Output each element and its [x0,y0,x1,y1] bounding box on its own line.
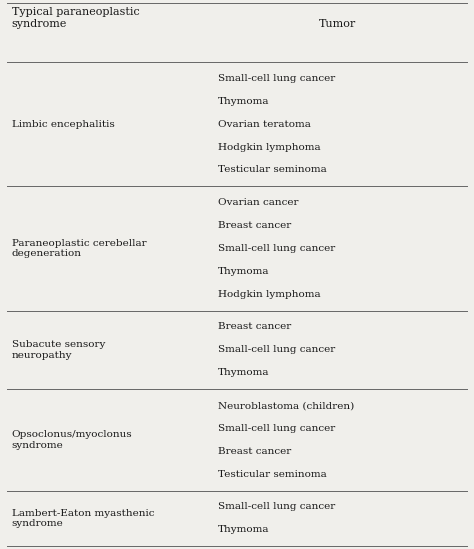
Text: Breast cancer: Breast cancer [218,322,292,332]
Text: Small-cell lung cancer: Small-cell lung cancer [218,424,335,433]
Text: Breast cancer: Breast cancer [218,447,292,456]
Text: Thymoma: Thymoma [218,368,270,377]
Text: Testicular seminoma: Testicular seminoma [218,469,327,479]
Text: Tumor: Tumor [319,19,356,29]
Text: Small-cell lung cancer: Small-cell lung cancer [218,244,335,253]
Text: Ovarian teratoma: Ovarian teratoma [218,120,311,128]
Text: Opsoclonus/myoclonus
syndrome: Opsoclonus/myoclonus syndrome [12,430,132,450]
Text: Small-cell lung cancer: Small-cell lung cancer [218,74,335,83]
Text: Hodgkin lymphoma: Hodgkin lymphoma [218,290,321,299]
Text: Thymoma: Thymoma [218,267,270,276]
Text: Typical paraneoplastic
syndrome: Typical paraneoplastic syndrome [12,7,140,29]
Text: Small-cell lung cancer: Small-cell lung cancer [218,502,335,512]
Text: Small-cell lung cancer: Small-cell lung cancer [218,345,335,354]
Text: Limbic encephalitis: Limbic encephalitis [12,120,115,128]
Text: Testicular seminoma: Testicular seminoma [218,165,327,175]
Text: Thymoma: Thymoma [218,97,270,106]
Text: Ovarian cancer: Ovarian cancer [218,198,299,207]
Text: Breast cancer: Breast cancer [218,221,292,230]
Text: Paraneoplastic cerebellar
degeneration: Paraneoplastic cerebellar degeneration [12,239,146,258]
Text: Neuroblastoma (children): Neuroblastoma (children) [218,401,354,410]
Text: Lambert-Eaton myasthenic
syndrome: Lambert-Eaton myasthenic syndrome [12,509,155,528]
Text: Hodgkin lymphoma: Hodgkin lymphoma [218,143,321,152]
Text: Subacute sensory
neuropathy: Subacute sensory neuropathy [12,340,105,360]
Text: Thymoma: Thymoma [218,525,270,534]
